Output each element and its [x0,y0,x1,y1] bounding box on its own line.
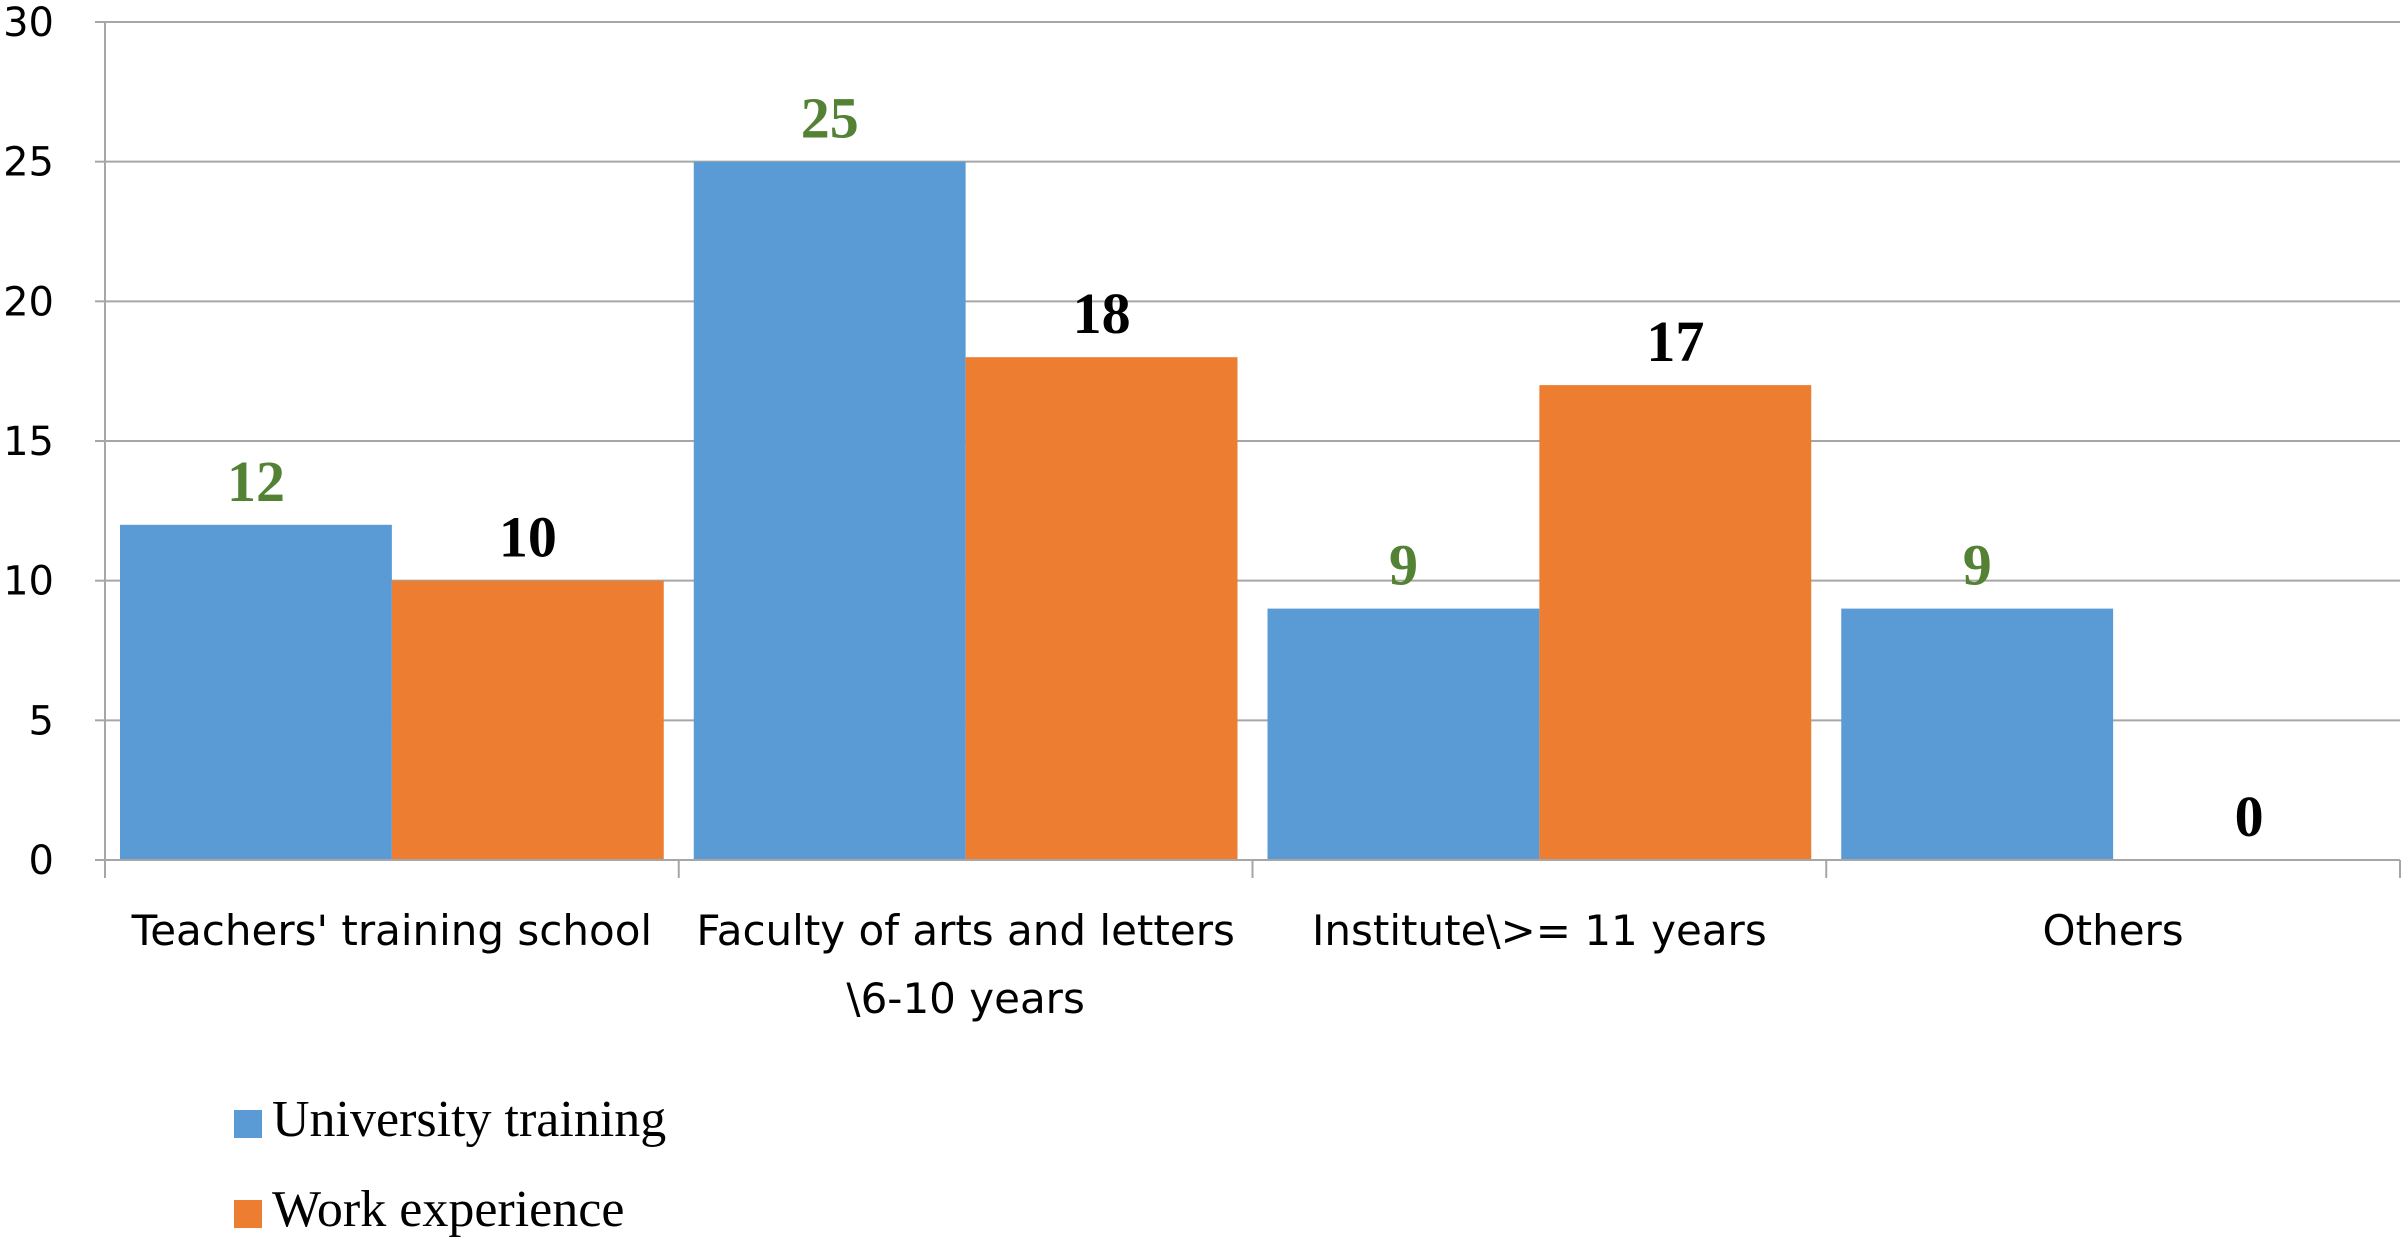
bar-work-experience [965,357,1238,860]
legend-swatch [234,1110,262,1138]
bar-university-training [1267,608,1540,860]
legend-label: University training [272,1091,666,1148]
bar-work-experience [391,580,664,860]
x-category-label: Institute\>= 11 years [1312,906,1767,955]
y-tick-label: 5 [29,698,54,744]
bar-work-experience [1539,385,1812,860]
bar-university-training [1841,608,2114,860]
y-tick-label: 20 [3,279,54,325]
x-category-label: Teachers' training school [131,906,652,955]
legend-label: Work experience [272,1181,624,1238]
x-category-labels: Teachers' training school Faculty of arts… [131,906,2184,1023]
data-label: 18 [1073,281,1131,346]
x-category-label: \6-10 years [846,974,1084,1023]
data-label: 25 [801,86,859,151]
data-label: 9 [1963,533,1992,598]
y-tick-label: 30 [3,0,54,46]
y-tick-label: 25 [3,140,54,186]
y-tick-labels: 0 5 10 15 20 25 30 [3,0,54,884]
data-label: 9 [1389,533,1418,598]
bar-university-training [120,524,392,860]
y-tick-label: 10 [3,559,54,605]
bar-university-training [693,161,966,860]
legend-swatch [234,1200,262,1228]
bars [120,161,2114,860]
x-category-label: Others [2043,906,2184,955]
data-label: 12 [227,449,285,514]
data-labels: 12 10 25 18 9 17 9 0 [227,86,2264,849]
data-label: 0 [2235,784,2264,849]
data-label: 17 [1646,309,1704,374]
y-tick-label: 15 [3,419,54,465]
data-label: 10 [499,505,557,570]
legend: University training Work experience [234,1091,666,1238]
x-category-label: Faculty of arts and letters [696,906,1234,955]
y-tick-label: 0 [29,838,54,884]
axes [95,21,2401,878]
